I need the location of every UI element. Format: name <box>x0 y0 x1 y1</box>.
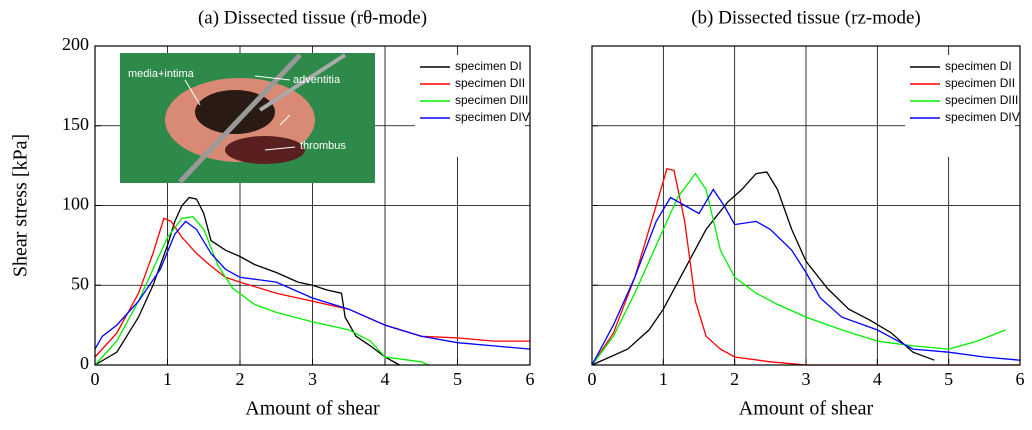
y-tick-label: 50 <box>71 273 89 293</box>
legend-label: specimen DIV <box>455 110 530 124</box>
x-tick-label: 1 <box>659 369 668 389</box>
data-line <box>591 171 935 366</box>
pointer <box>264 146 296 151</box>
forceps <box>178 53 302 184</box>
legend-box <box>905 55 1015 157</box>
x-tick-label: 4 <box>381 369 390 389</box>
chart-title: (b) Dissected tissue (rz-mode) <box>691 7 921 28</box>
x-tick-label: 2 <box>730 369 739 389</box>
legend-label: specimen DI <box>455 59 522 73</box>
y-axis-label: Shear stress [kPa] <box>10 134 32 277</box>
legend-label: specimen DII <box>945 76 1015 90</box>
data-line <box>94 216 429 366</box>
x-tick-label: 1 <box>163 369 172 389</box>
x-tick-label: 3 <box>308 369 317 389</box>
pointer <box>184 79 201 106</box>
photo-label: adventitia <box>293 74 341 86</box>
x-tick-label: 6 <box>526 369 535 389</box>
x-tick-label: 5 <box>944 369 953 389</box>
photo-label: thrombus <box>300 140 346 152</box>
forceps <box>258 53 347 112</box>
x-axis-label: Amount of shear <box>245 398 380 420</box>
y-tick-label: 100 <box>62 194 89 214</box>
data-line <box>94 220 531 350</box>
x-axis-label: Amount of shear <box>739 398 874 420</box>
x-tick-label: 0 <box>588 369 597 389</box>
photo-label: media+intima <box>128 68 195 80</box>
x-tick-label: 6 <box>1016 369 1025 389</box>
inset-photo: media+intima adventitia thrombus <box>120 53 375 184</box>
data-line <box>94 196 400 366</box>
y-tick-label: 200 <box>62 34 89 54</box>
y-tick-label: 150 <box>62 114 89 134</box>
legend-label: specimen DI <box>945 59 1012 73</box>
data-line <box>591 172 1006 366</box>
x-tick-label: 4 <box>873 369 882 389</box>
x-tick-label: 0 <box>91 369 100 389</box>
y-tick-label: 0 <box>80 353 89 373</box>
plot-frame <box>94 45 531 366</box>
legend-box <box>415 55 525 157</box>
data-line <box>591 188 1021 366</box>
legend-label: specimen DIV <box>945 110 1020 124</box>
plot-frame <box>591 45 1021 366</box>
x-tick-label: 2 <box>236 369 245 389</box>
legend-label: specimen DII <box>455 76 525 90</box>
legend-label: specimen DIII <box>455 93 528 107</box>
chart-title: (a) Dissected tissue (rθ-mode) <box>198 7 427 28</box>
pointer <box>279 114 291 126</box>
pointer <box>254 75 291 81</box>
data-line <box>591 168 1020 366</box>
legend-label: specimen DIII <box>945 93 1018 107</box>
x-tick-label: 3 <box>802 369 811 389</box>
x-tick-label: 5 <box>453 369 462 389</box>
